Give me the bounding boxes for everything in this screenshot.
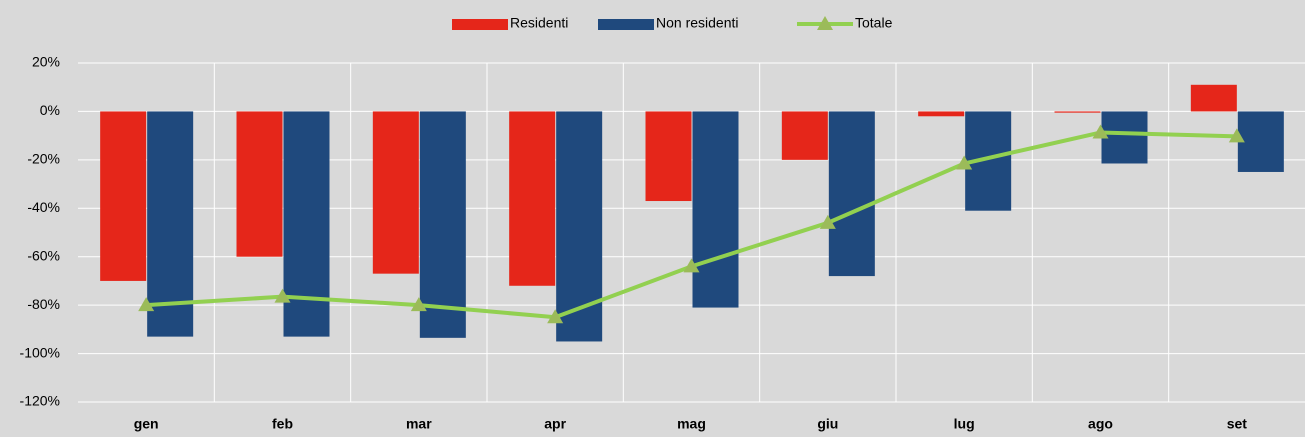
y-tick-label: -60% xyxy=(27,247,60,263)
bar xyxy=(283,111,330,337)
bar xyxy=(1237,111,1284,172)
bar xyxy=(1054,111,1101,113)
marker xyxy=(1092,124,1109,139)
marker xyxy=(956,155,973,170)
x-tick-label: mag xyxy=(677,416,706,432)
x-tick-label: giu xyxy=(817,416,838,432)
legend-swatch xyxy=(452,19,508,30)
legend-label: Totale xyxy=(855,15,893,31)
bar xyxy=(236,111,283,257)
bar xyxy=(645,111,692,202)
bar xyxy=(509,111,556,286)
x-tick-label: set xyxy=(1227,416,1248,432)
bar xyxy=(828,111,875,277)
bar xyxy=(1101,111,1148,164)
marker xyxy=(683,258,700,273)
bar xyxy=(419,111,466,338)
marker xyxy=(138,297,155,312)
bar xyxy=(372,111,419,274)
y-tick-label: -120% xyxy=(20,393,60,409)
x-tick-label: feb xyxy=(272,416,293,432)
legend-label: Non residenti xyxy=(656,15,739,31)
bar xyxy=(692,111,739,308)
y-tick-label: -80% xyxy=(27,296,60,312)
x-tick-label: lug xyxy=(954,416,975,432)
bar xyxy=(147,111,194,337)
bar xyxy=(1190,84,1237,112)
bar xyxy=(100,111,147,281)
x-tick-label: apr xyxy=(544,416,566,432)
y-tick-label: 0% xyxy=(40,102,60,118)
bar xyxy=(781,111,828,160)
y-tick-label: -20% xyxy=(27,151,60,167)
marker xyxy=(410,297,427,312)
marker xyxy=(819,214,836,229)
y-tick-label: -40% xyxy=(27,199,60,215)
x-tick-label: mar xyxy=(406,416,432,432)
marker xyxy=(274,288,291,303)
y-tick-label: 20% xyxy=(32,54,60,70)
x-tick-label: ago xyxy=(1088,416,1113,432)
marker xyxy=(547,309,564,324)
legend-swatch xyxy=(598,19,654,30)
x-tick-label: gen xyxy=(134,416,159,432)
marker xyxy=(1228,128,1245,143)
y-tick-label: -100% xyxy=(20,344,60,360)
legend-label: Residenti xyxy=(510,15,568,31)
legend-marker xyxy=(817,16,833,30)
bar xyxy=(918,111,965,117)
